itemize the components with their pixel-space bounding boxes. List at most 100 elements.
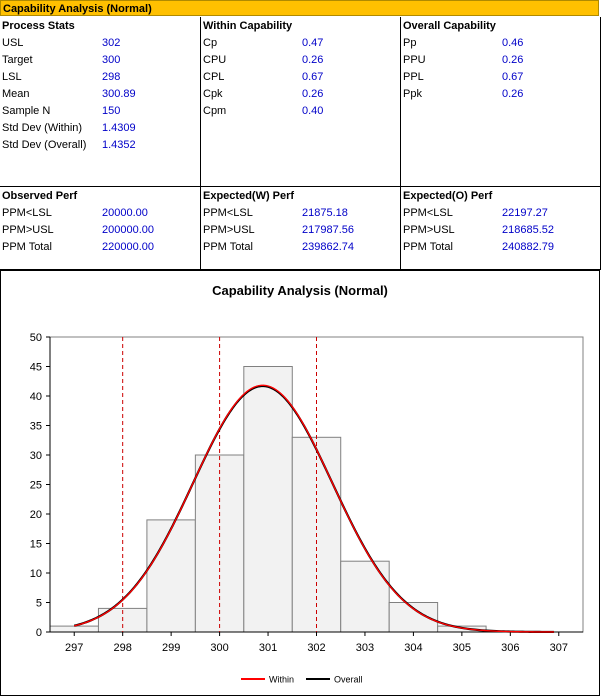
- stat-value: 150: [102, 105, 121, 117]
- stat-value: 218685.52: [502, 224, 554, 236]
- stat-value: 20000.00: [102, 207, 148, 219]
- x-tick-label: 304: [404, 642, 422, 654]
- stat-row: PPM>USL 217987.56: [201, 222, 400, 239]
- within-capability-panel: Within Capability Cp 0.47 CPU 0.26 CPL 0.67 Cp…: [201, 17, 401, 187]
- stat-row: Std Dev (Within) 1.4309: [0, 120, 200, 137]
- stat-value: 239862.74: [302, 241, 354, 253]
- stat-label: PPL: [403, 71, 424, 83]
- stat-label: Mean: [2, 88, 30, 100]
- report-title: Capability Analysis (Normal): [3, 3, 152, 15]
- stat-value: 0.26: [302, 54, 324, 66]
- x-tick-label: 305: [453, 642, 471, 654]
- stat-label: Std Dev (Overall): [2, 139, 87, 151]
- stat-value: 0.47: [302, 37, 324, 49]
- stat-row: Cpk 0.26: [201, 86, 400, 103]
- stat-value: 0.26: [502, 54, 524, 66]
- stat-label: PPU: [403, 54, 426, 66]
- stat-row: Sample N 150: [0, 103, 200, 120]
- stat-row: Pp 0.46: [401, 35, 600, 52]
- stat-label: PPM<LSL: [203, 207, 253, 219]
- stat-row: Cpm 0.40: [201, 103, 400, 120]
- chart-svg: Capability Analysis (Normal) 0 5 10 15 20 25 3…: [30, 283, 584, 685]
- process-stats-panel: Process Stats USL 302 Target 300 LSL 298 Mean 3…: [0, 17, 201, 187]
- stat-row: PPM<LSL 22197.27: [401, 205, 600, 222]
- y-tick-label: 30: [30, 450, 42, 462]
- expected-o-perf-title: Expected(O) Perf: [403, 190, 493, 202]
- expected-o-perf-panel: Expected(O) Perf PPM<LSL 22197.27 PPM>USL 2…: [401, 187, 601, 270]
- stat-label: LSL: [2, 71, 22, 83]
- stat-value: 300: [102, 54, 121, 66]
- stat-value: 0.67: [502, 71, 524, 83]
- histogram-bar: [243, 366, 293, 633]
- stat-row: PPL 0.67: [401, 69, 600, 86]
- stat-row: Std Dev (Overall) 1.4352: [0, 137, 200, 154]
- stat-value: 0.26: [502, 88, 524, 100]
- histogram-bar: [146, 519, 196, 633]
- within-capability-title: Within Capability: [203, 20, 293, 32]
- stat-label: USL: [2, 37, 24, 49]
- stat-row: PPM<LSL 20000.00: [0, 205, 200, 222]
- stat-row: PPM>USL 200000.00: [0, 222, 200, 239]
- stat-value: 300.89: [102, 88, 136, 100]
- x-tick-label: 306: [501, 642, 519, 654]
- stat-label: Cp: [203, 37, 218, 49]
- y-tick-label: 0: [36, 627, 42, 639]
- histogram-bar: [340, 560, 390, 633]
- stat-label: PPM Total: [203, 241, 253, 253]
- within-curve: [74, 384, 554, 633]
- stat-value: 298: [102, 71, 121, 83]
- x-tick-label: 303: [356, 642, 374, 654]
- x-tick-label: 297: [65, 642, 83, 654]
- overall-capability-title: Overall Capability: [403, 20, 496, 32]
- process-stats-title: Process Stats: [2, 20, 75, 32]
- stat-row: CPU 0.26: [201, 52, 400, 69]
- stat-row: Cp 0.47: [201, 35, 400, 52]
- stat-row: PPM Total 220000.00: [0, 239, 200, 256]
- stat-row: PPM Total 239862.74: [201, 239, 400, 256]
- stat-label: PPM>USL: [2, 224, 54, 236]
- stat-row: Mean 300.89: [0, 86, 200, 103]
- stat-label: CPL: [203, 71, 225, 83]
- x-tick-label: 301: [259, 642, 277, 654]
- legend-label-overall: Overall: [334, 675, 363, 685]
- stat-value: 1.4309: [102, 122, 136, 134]
- x-tick-label: 298: [114, 642, 132, 654]
- stat-label: Cpm: [203, 105, 227, 117]
- stat-value: 220000.00: [102, 241, 154, 253]
- expected-w-perf-title: Expected(W) Perf: [203, 190, 295, 202]
- stat-label: Ppk: [403, 88, 422, 100]
- stat-value: 200000.00: [102, 224, 154, 236]
- x-tick-label: 302: [307, 642, 325, 654]
- stat-value: 0.46: [502, 37, 524, 49]
- stat-label: Pp: [403, 37, 417, 49]
- expected-w-perf-panel: Expected(W) Perf PPM<LSL 21875.18 PPM>USL 2…: [201, 187, 401, 270]
- stat-row: USL 302: [0, 35, 200, 52]
- stat-label: Std Dev (Within): [2, 122, 83, 134]
- x-tick-label: 307: [550, 642, 568, 654]
- stat-row: LSL 298: [0, 69, 200, 86]
- capability-chart: Capability Analysis (Normal) 0 5 10 15 20 25 3…: [0, 270, 600, 696]
- stat-value: 1.4352: [102, 139, 136, 151]
- y-tick-label: 25: [30, 480, 42, 492]
- y-tick-label: 20: [30, 509, 42, 521]
- stat-row: PPM<LSL 21875.18: [201, 205, 400, 222]
- x-tick-label: 300: [210, 642, 228, 654]
- legend-label-within: Within: [269, 675, 294, 685]
- stat-row: Target 300: [0, 52, 200, 69]
- stat-label: Target: [2, 54, 33, 66]
- stat-value: 302: [102, 37, 121, 49]
- y-tick-label: 15: [30, 539, 42, 551]
- stat-label: PPM>USL: [403, 224, 455, 236]
- y-tick-label: 35: [30, 421, 42, 433]
- stat-row: PPM>USL 218685.52: [401, 222, 600, 239]
- y-tick-label: 5: [36, 598, 42, 610]
- stat-value: 0.40: [302, 105, 324, 117]
- stat-row: PPU 0.26: [401, 52, 600, 69]
- histogram-bar: [49, 625, 99, 633]
- stat-value: 21875.18: [302, 207, 348, 219]
- x-tick-label: 299: [162, 642, 180, 654]
- observed-perf-panel: Observed Perf PPM<LSL 20000.00 PPM>USL 2000…: [0, 187, 201, 270]
- observed-perf-title: Observed Perf: [2, 190, 78, 202]
- stat-value: 22197.27: [502, 207, 548, 219]
- overall-capability-panel: Overall Capability Pp 0.46 PPU 0.26 PPL 0.67 P…: [401, 17, 601, 187]
